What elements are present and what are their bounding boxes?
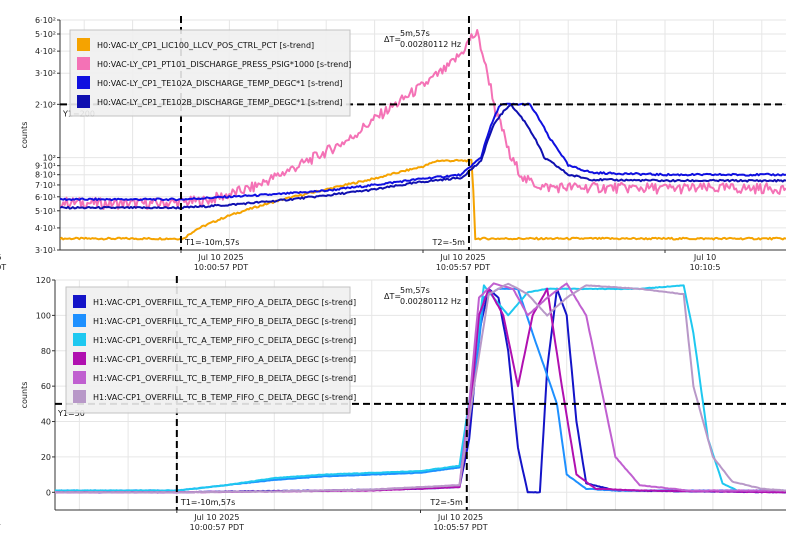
- y-tick-label: 120: [36, 276, 51, 285]
- y-tick-label: 9·10¹: [35, 162, 56, 171]
- cursor-t1-label: T1=-10m,57s: [180, 498, 235, 507]
- y-tick-label: 3·10¹: [35, 246, 56, 255]
- x-tick-label-date: Jul 10 2025: [0, 253, 2, 262]
- y-tick-label: 8·10¹: [35, 171, 56, 180]
- legend-entry-label: H1:VAC-CP1_OVERFILL_TC_B_TEMP_FIFO_A_DEL…: [93, 355, 356, 364]
- series-line: [60, 102, 786, 202]
- x-tick-label-time: 10:00:57 PDT: [190, 523, 244, 532]
- x-tick-label-time: 09:55:57 PDT: [0, 263, 6, 272]
- y-tick-label: 4·10¹: [35, 224, 56, 233]
- y-tick-label: 80: [41, 347, 51, 356]
- y-tick-label: 100: [36, 311, 51, 320]
- x-tick-label-date: Jul 10: [693, 253, 716, 262]
- delta-t-label: ΔT=: [384, 292, 401, 301]
- legend: H0:VAC-LY_CP1_LIC100_LLCV_POS_CTRL_PCT […: [69, 29, 351, 117]
- series-line: [55, 282, 786, 494]
- y-axis-title: counts: [20, 382, 29, 409]
- y-tick-label: 60: [41, 382, 51, 391]
- legend-swatch[interactable]: [73, 333, 86, 346]
- legend-swatch[interactable]: [77, 38, 90, 51]
- y-tick-label: 5·10²: [35, 30, 56, 39]
- legend-entry-label: H1:VAC-CP1_OVERFILL_TC_A_TEMP_FIFO_B_DEL…: [93, 317, 356, 326]
- cursor-t2-label: T2=-5m: [429, 498, 463, 507]
- cursor-t2-label: T2=-5m: [432, 238, 466, 247]
- legend: H1:VAC-CP1_OVERFILL_TC_A_TEMP_FIFO_A_DEL…: [65, 286, 356, 414]
- x-tick-label-date: Jul 10 2025: [193, 513, 239, 522]
- legend-entry-label: H0:VAC-LY_CP1_TE102B_DISCHARGE_TEMP_DEGC…: [97, 98, 342, 107]
- x-tick-label-time: 10:05:57 PDT: [433, 523, 487, 532]
- delta-t-label: ΔT=: [384, 35, 401, 44]
- legend-swatch[interactable]: [77, 95, 90, 108]
- y-tick-label: 6·10¹: [35, 193, 56, 202]
- legend-box: [65, 286, 351, 414]
- legend-swatch[interactable]: [73, 314, 86, 327]
- legend-entry-label: H0:VAC-LY_CP1_TE102A_DISCHARGE_TEMP_DEGC…: [97, 79, 342, 88]
- y-tick-label: 6·10²: [35, 16, 56, 25]
- y-tick-label: 10²: [43, 154, 56, 163]
- trace-group: [55, 282, 786, 494]
- x-tick-label-date: Jul 10 2025: [439, 253, 485, 262]
- delta-t-value: 5m,57s: [400, 29, 430, 38]
- y-tick-label: 5·10¹: [35, 207, 56, 216]
- y-tick-label: 20: [41, 453, 51, 462]
- top-trend-panel: 6·10² 5·10² 4·10² 3·10² 2·10² 10²9·10¹8·10¹7·…: [0, 16, 786, 272]
- x-tick-label-time: 10:05:57 PDT: [436, 263, 490, 272]
- legend-swatch[interactable]: [73, 371, 86, 384]
- delta-t-frequency: 0.00280112 Hz: [400, 297, 461, 306]
- x-tick-label-date: Jul 10 2025: [437, 513, 483, 522]
- y-tick-label: 7·10¹: [35, 181, 56, 190]
- legend-entry-label: H1:VAC-CP1_OVERFILL_TC_B_TEMP_FIFO_B_DEL…: [93, 374, 356, 383]
- legend-swatch[interactable]: [73, 390, 86, 403]
- legend-entry-label: H0:VAC-LY_CP1_PT101_DISCHARGE_PRESS_PSIG…: [97, 60, 351, 69]
- x-tick-label-date: Jul 10 2025: [197, 253, 243, 262]
- legend-swatch[interactable]: [77, 76, 90, 89]
- y-tick-label: 0: [46, 488, 51, 497]
- legend-swatch[interactable]: [73, 295, 86, 308]
- legend-swatch[interactable]: [73, 352, 86, 365]
- y-tick-label: 2·10²: [35, 100, 56, 109]
- legend-entry-label: H0:VAC-LY_CP1_LIC100_LLCV_POS_CTRL_PCT […: [97, 41, 314, 50]
- legend-entry-label: H1:VAC-CP1_OVERFILL_TC_A_TEMP_FIFO_A_DEL…: [93, 298, 356, 307]
- y-tick-label: 3·10²: [35, 69, 56, 78]
- delta-t-frequency: 0.00280112 Hz: [400, 40, 461, 49]
- legend-entry-label: H1:VAC-CP1_OVERFILL_TC_B_TEMP_FIFO_C_DEL…: [93, 393, 356, 402]
- x-tick-label-time: 10:00:57 PDT: [194, 263, 248, 272]
- legend-swatch[interactable]: [77, 57, 90, 70]
- x-tick-label-time: 10:10:5: [690, 263, 721, 272]
- cursor-t1-label: T1=-10m,57s: [184, 238, 239, 247]
- delta-t-value: 5m,57s: [400, 286, 430, 295]
- y-tick-label: 40: [41, 418, 51, 427]
- y-axis-title: counts: [20, 122, 29, 149]
- legend-entry-label: H1:VAC-CP1_OVERFILL_TC_A_TEMP_FIFO_C_DEL…: [93, 336, 356, 345]
- y-tick-label: 4·10²: [35, 47, 56, 56]
- legend-box: [69, 29, 351, 117]
